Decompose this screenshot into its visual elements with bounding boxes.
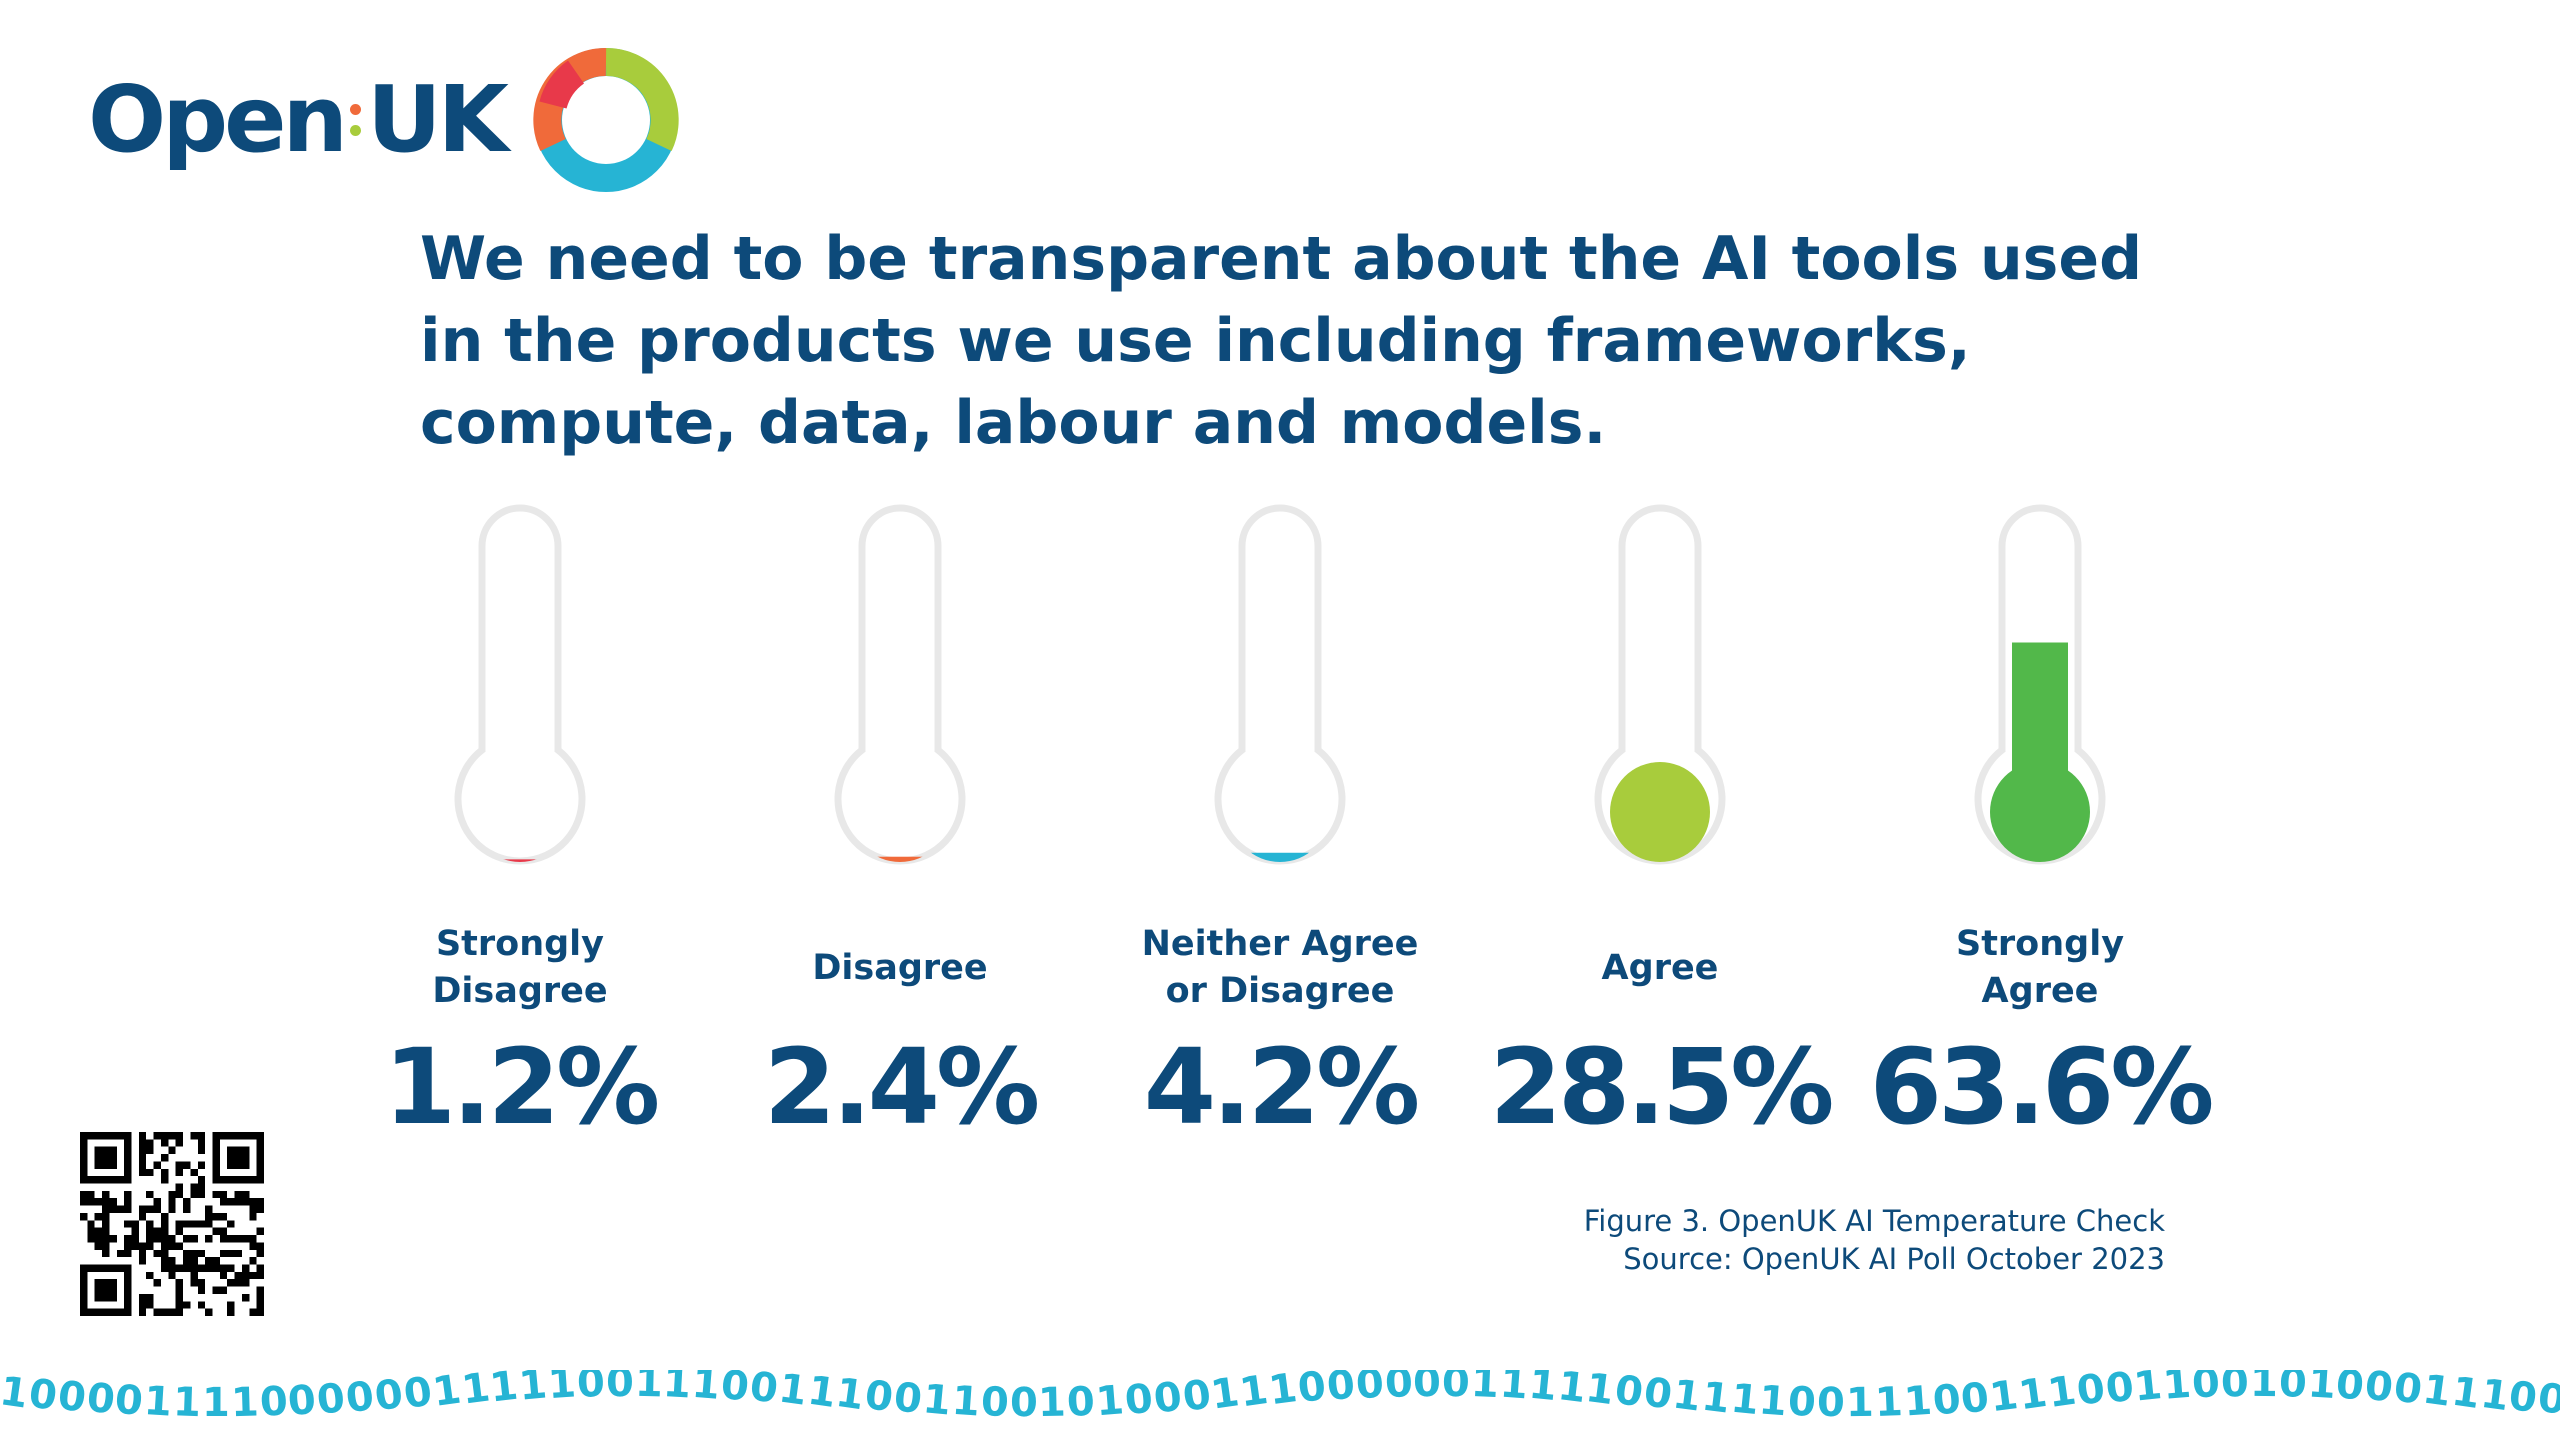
thermometer-outline: [1214, 504, 1346, 865]
openuk-logo: Open UK: [88, 40, 681, 200]
percentage-label: 28.5%: [1489, 1026, 1835, 1148]
thermometer-column: Disagree 2.4%: [710, 500, 1090, 1144]
logo-wordmark: Open UK: [88, 66, 509, 173]
qr-code-icon[interactable]: [80, 1132, 264, 1316]
thermometer-column: Strongly Disagree 1.2%: [330, 500, 710, 1144]
category-label: Strongly Agree: [1955, 924, 2125, 1011]
thermometer-column: Neither Agree or Disagree 4.2%: [1090, 500, 1470, 1144]
thermometer-mark: [1214, 504, 1346, 865]
thermometer-mark: [1594, 504, 1726, 865]
thermometer-mark: [834, 504, 966, 865]
logo-colon-icon: [349, 103, 361, 136]
thermometer-fill: [850, 856, 950, 862]
thermometer-fill: [470, 859, 570, 862]
thermometer-column: Strongly Agree 63.6%: [1850, 500, 2230, 1144]
thermometer-mark: [454, 504, 586, 865]
thermometer-outline: [834, 504, 966, 865]
caption-source-line: Source: OpenUK AI Poll October 2023: [1623, 1242, 2165, 1276]
percentage-label: 4.2%: [1143, 1026, 1420, 1148]
binary-footer-decoration: 1000011110000001111100111001110011001010…: [0, 1370, 2560, 1427]
percentage-label: 1.2%: [383, 1026, 660, 1148]
thermometer-fill: [1230, 852, 1330, 862]
thermometer-column: Agree 28.5%: [1470, 500, 1850, 1144]
figure-caption: Figure 3. OpenUK AI Temperature Check So…: [1584, 1202, 2165, 1278]
category-label: Agree: [1601, 947, 1719, 988]
logo-ring-icon: [533, 47, 679, 192]
caption-figure-line: Figure 3. OpenUK AI Temperature Check: [1583, 1204, 2165, 1238]
thermometer-fill: [1610, 762, 1710, 862]
thermometer-outline: [454, 504, 586, 865]
thermometer-column-fill: [2012, 642, 2068, 812]
thermometer-outline: [1594, 504, 1726, 865]
headline: We need to be transparent about the AI t…: [420, 224, 2143, 458]
thermometer-mark: [1974, 504, 2106, 865]
category-label: Neither Agree or Disagree: [1141, 924, 1419, 1011]
percentage-label: 63.6%: [1869, 1026, 2215, 1148]
category-label: Disagree: [812, 947, 988, 988]
percentage-label: 2.4%: [763, 1026, 1040, 1148]
category-label: Strongly Disagree: [432, 924, 608, 1011]
